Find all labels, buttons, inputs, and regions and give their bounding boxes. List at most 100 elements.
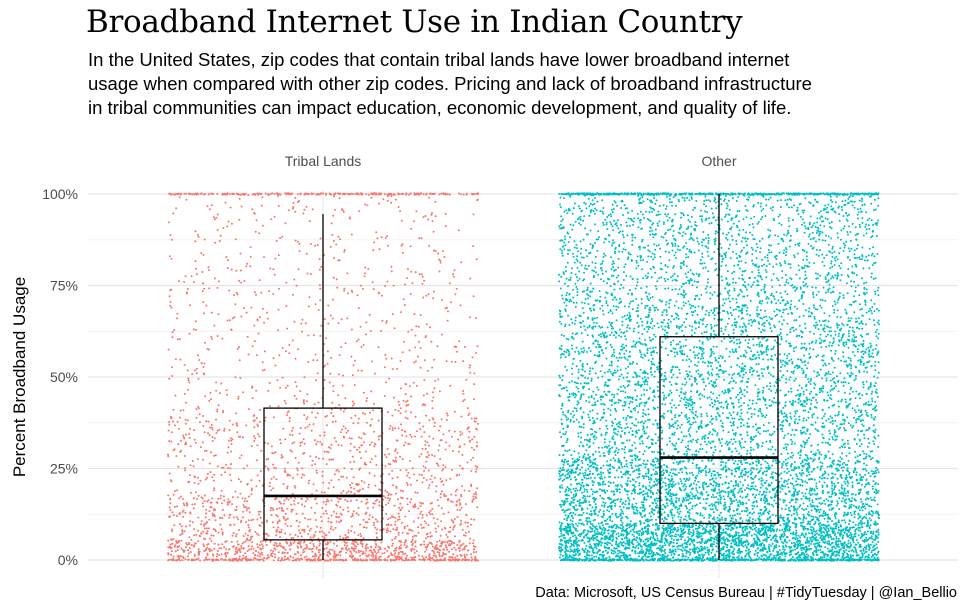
data-point	[212, 528, 215, 531]
data-point	[244, 497, 247, 500]
data-point	[377, 435, 380, 438]
data-point	[423, 359, 426, 362]
data-point	[801, 209, 804, 212]
data-point	[291, 559, 294, 562]
data-point	[410, 395, 412, 398]
data-point	[394, 558, 397, 561]
data-point	[371, 193, 374, 196]
data-point	[826, 547, 829, 550]
data-point	[183, 392, 186, 395]
data-point	[250, 306, 253, 309]
data-point	[255, 293, 257, 296]
data-point	[253, 557, 256, 560]
data-point	[394, 427, 397, 430]
data-point	[401, 458, 404, 460]
data-point	[444, 540, 446, 543]
data-point	[298, 521, 301, 524]
data-point	[208, 462, 211, 465]
data-point	[279, 542, 281, 545]
data-point	[428, 244, 431, 247]
data-point	[244, 506, 247, 509]
data-point	[211, 440, 214, 442]
data-point	[317, 401, 320, 404]
data-point	[842, 324, 845, 327]
data-point	[470, 518, 473, 521]
data-point	[446, 536, 449, 538]
data-point	[272, 550, 275, 553]
data-point	[295, 519, 298, 522]
data-point	[430, 340, 433, 343]
data-point	[389, 425, 392, 428]
data-point	[343, 250, 346, 253]
data-point	[470, 485, 473, 488]
data-point	[197, 354, 199, 357]
data-point	[458, 499, 461, 502]
data-point	[683, 282, 686, 285]
data-point	[236, 540, 239, 543]
data-point	[413, 556, 416, 559]
data-point	[281, 376, 284, 379]
data-point	[277, 520, 280, 523]
data-point	[612, 239, 614, 242]
data-point	[256, 444, 259, 447]
data-point	[448, 429, 451, 432]
data-point	[186, 503, 189, 506]
data-point	[315, 471, 318, 474]
data-point	[398, 506, 401, 509]
data-point	[213, 542, 216, 545]
data-point	[242, 307, 245, 310]
data-point	[765, 319, 768, 322]
data-point	[314, 519, 317, 521]
data-point	[408, 476, 411, 479]
data-point	[259, 470, 262, 473]
data-point	[387, 556, 389, 559]
data-point	[407, 330, 410, 333]
data-point	[758, 265, 761, 268]
data-point	[344, 534, 347, 536]
data-point	[290, 537, 293, 540]
data-point	[241, 497, 244, 500]
data-point	[621, 465, 624, 468]
data-point	[838, 508, 841, 511]
data-point	[317, 557, 320, 560]
data-point	[835, 537, 838, 540]
data-point	[269, 405, 271, 408]
data-point	[292, 556, 295, 559]
data-point	[208, 558, 211, 561]
data-point	[219, 234, 222, 237]
data-point	[223, 514, 226, 517]
data-point	[350, 553, 353, 556]
data-point	[206, 530, 209, 533]
data-point	[301, 318, 304, 321]
data-point	[258, 479, 261, 482]
data-point	[766, 254, 769, 257]
data-point	[388, 427, 391, 430]
data-point	[238, 529, 241, 531]
data-point	[470, 469, 473, 472]
data-point	[808, 497, 811, 500]
data-point	[188, 332, 191, 335]
data-point	[172, 555, 175, 558]
data-point	[398, 547, 401, 550]
data-point	[176, 555, 179, 558]
data-point	[802, 303, 805, 305]
data-point	[244, 540, 247, 543]
data-point	[774, 234, 777, 237]
data-point	[329, 372, 332, 375]
data-point	[670, 371, 673, 374]
data-point	[720, 464, 723, 467]
data-point	[452, 528, 455, 531]
data-point	[622, 408, 625, 411]
data-point	[611, 353, 614, 356]
data-point	[331, 317, 334, 320]
data-point	[411, 538, 414, 541]
data-point	[587, 477, 590, 480]
data-point	[174, 358, 177, 361]
data-point	[444, 495, 447, 497]
data-point	[340, 318, 343, 321]
data-point	[383, 193, 386, 195]
data-point	[705, 526, 708, 528]
data-point	[831, 275, 834, 278]
data-point	[428, 444, 430, 447]
data-point	[413, 548, 416, 551]
